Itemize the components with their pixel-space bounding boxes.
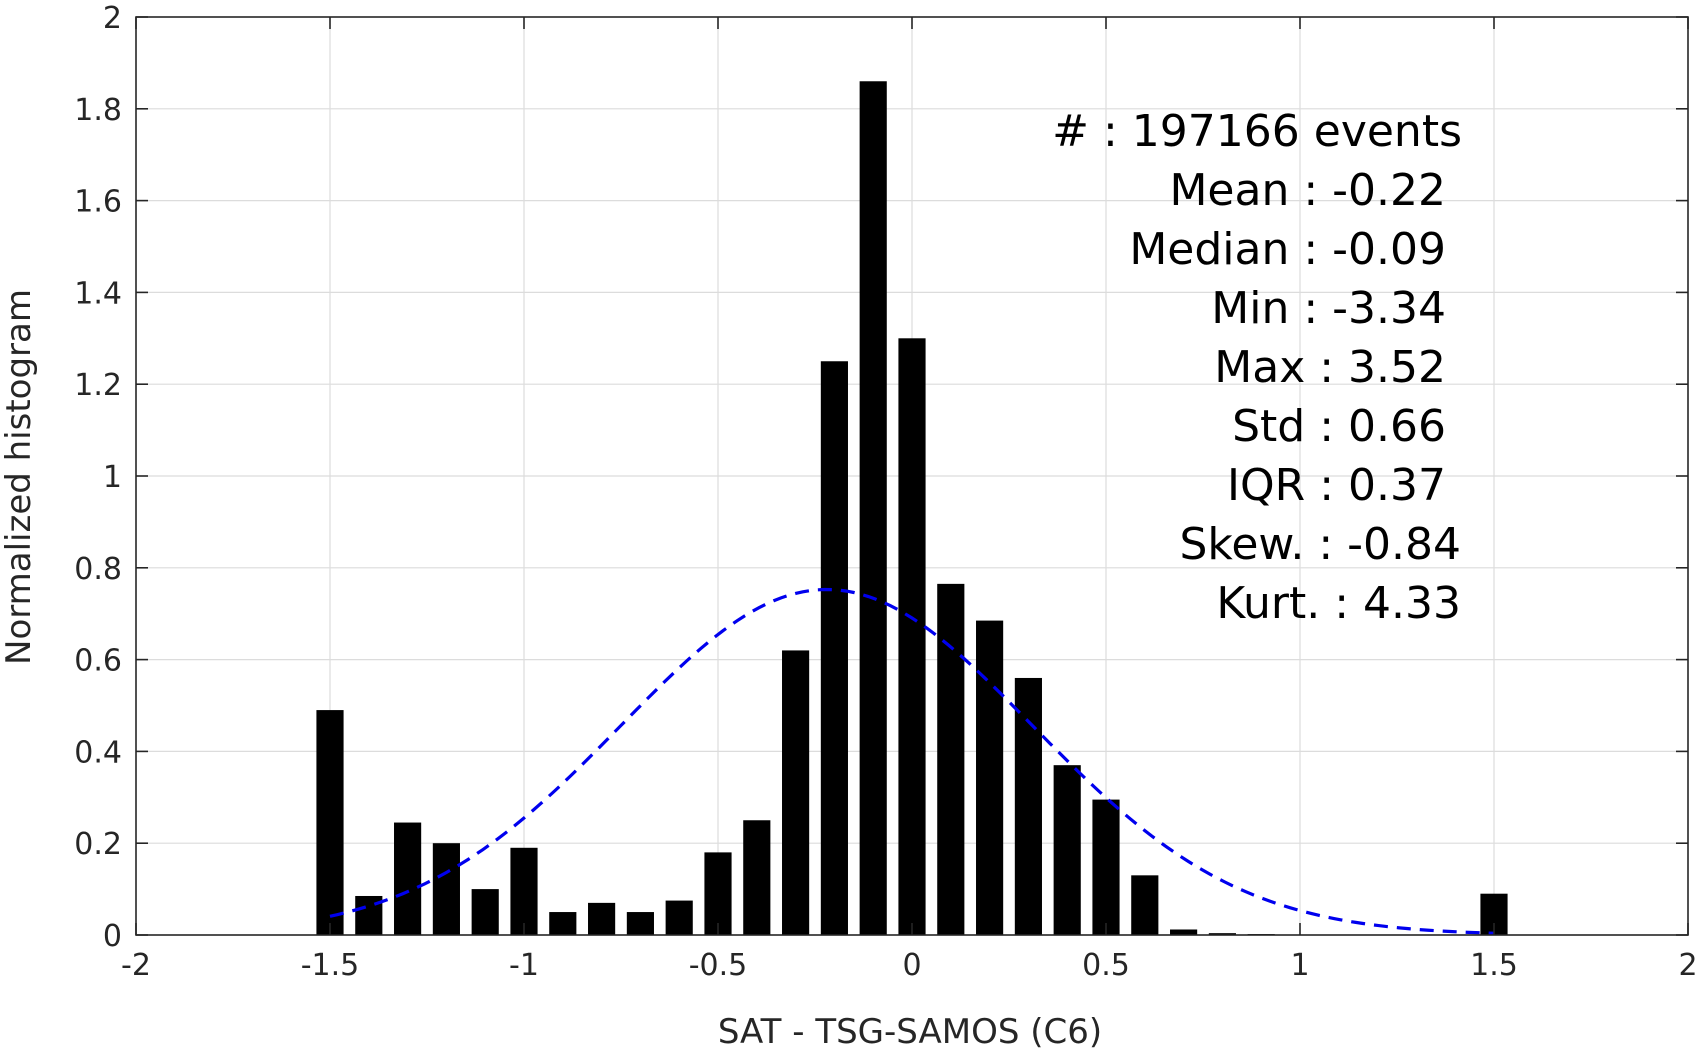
stat-min: Min : -3.34: [1211, 283, 1446, 334]
y-tick-label: 2: [103, 1, 122, 36]
histogram-bar: [588, 903, 615, 935]
histogram-bar: [743, 820, 770, 935]
histogram-bar: [666, 901, 693, 935]
stat-kurtosis: Kurt. : 4.33: [1216, 578, 1461, 629]
stat-median: Median : -0.09: [1129, 224, 1446, 275]
histogram-bar: [860, 81, 887, 935]
histogram-bar: [782, 650, 809, 935]
histogram-bar: [1015, 678, 1042, 935]
histogram-bar: [1092, 800, 1119, 935]
histogram-bar: [821, 361, 848, 935]
y-tick-label: 0.4: [74, 735, 122, 770]
histogram-bar: [937, 584, 964, 935]
y-tick-label: 0.2: [74, 827, 122, 862]
histogram-bar: [510, 848, 537, 935]
x-tick-label: -2: [121, 948, 151, 983]
histogram-bar: [627, 912, 654, 935]
y-tick-label: 1.6: [74, 185, 122, 220]
y-tick-label: 0.6: [74, 644, 122, 679]
y-tick-label: 0.8: [74, 552, 122, 587]
histogram-bar: [976, 621, 1003, 935]
x-tick-label: 1: [1290, 948, 1309, 983]
y-tick-label: 1.2: [74, 368, 122, 403]
stat-max: Max : 3.52: [1214, 342, 1446, 393]
y-axis-title: Normalized histogram: [0, 289, 39, 665]
histogram-bar: [433, 843, 460, 935]
x-tick-label: 2: [1678, 948, 1697, 983]
stat-event-count: # : 197166 events: [1052, 106, 1462, 157]
x-tick-label: 1.5: [1470, 948, 1518, 983]
histogram-bar: [898, 338, 925, 935]
stat-std: Std : 0.66: [1232, 401, 1446, 452]
histogram-bar: [394, 823, 421, 935]
y-tick-label: 1.4: [74, 276, 122, 311]
x-tick-label: -1.5: [301, 948, 360, 983]
stat-skewness: Skew. : -0.84: [1180, 519, 1462, 570]
histogram-bar: [1170, 929, 1197, 935]
x-tick-label: -0.5: [689, 948, 748, 983]
histogram-bar: [472, 889, 499, 935]
x-axis-title: SAT - TSG-SAMOS (C6): [718, 1012, 1102, 1052]
histogram-bar: [549, 912, 576, 935]
statistics-annotation: # : 197166 events Mean : -0.22 Median : …: [1052, 106, 1462, 629]
histogram-bar: [1054, 765, 1081, 935]
x-tick-label: 0: [902, 948, 921, 983]
y-tick-label: 1.8: [74, 93, 122, 128]
histogram-bar: [316, 710, 343, 935]
stat-iqr: IQR : 0.37: [1227, 460, 1446, 511]
x-tick-label: 0.5: [1082, 948, 1130, 983]
y-tick-label: 1: [103, 460, 122, 495]
stat-mean: Mean : -0.22: [1169, 165, 1446, 216]
y-tick-label: 0: [103, 919, 122, 954]
x-tick-label: -1: [509, 948, 539, 983]
histogram-bar: [704, 852, 731, 935]
histogram-bar: [1131, 875, 1158, 935]
